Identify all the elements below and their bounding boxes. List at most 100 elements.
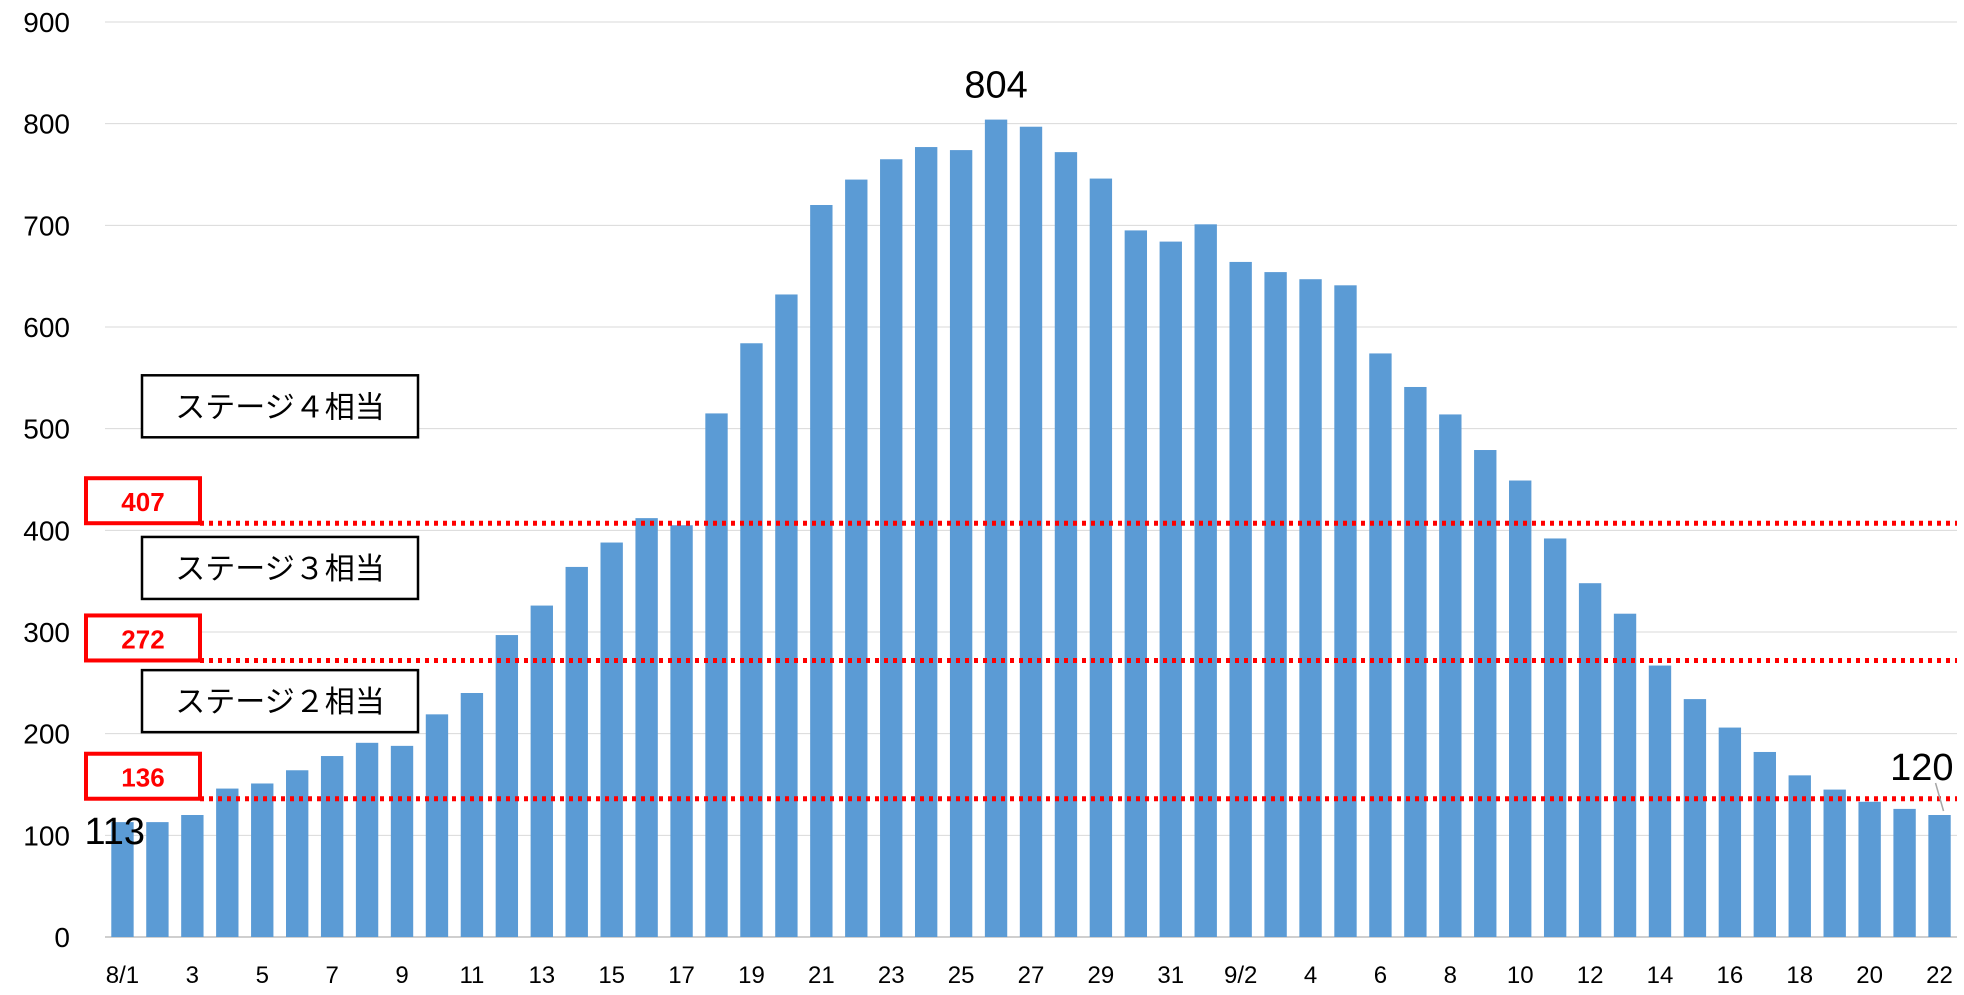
- bar: [1474, 450, 1497, 937]
- bar: [216, 788, 239, 937]
- y-tick-label: 600: [23, 312, 70, 343]
- x-tick-label: 8: [1444, 962, 1457, 989]
- bar: [635, 518, 658, 937]
- x-tick-label: 17: [668, 962, 695, 989]
- threshold-lines: 407 272 136: [84, 476, 1957, 802]
- bar: [251, 783, 274, 937]
- bar: [1264, 272, 1287, 938]
- threshold-label-box: [84, 476, 202, 526]
- bar: [880, 159, 903, 937]
- x-tick-label: 10: [1507, 962, 1534, 989]
- bar: [670, 525, 693, 937]
- bar: [740, 343, 763, 937]
- x-tick-label: 6: [1374, 962, 1387, 989]
- x-tick-label: 12: [1577, 962, 1604, 989]
- bar: [1648, 665, 1672, 937]
- bar: [1439, 414, 1462, 937]
- bar: [390, 745, 414, 937]
- bar: [181, 815, 204, 937]
- bar: [1299, 279, 1322, 937]
- bar: [1089, 178, 1113, 938]
- bar: [775, 294, 798, 937]
- x-tick-label: 31: [1157, 962, 1184, 989]
- y-tick-label: 300: [23, 617, 70, 648]
- threshold-label-box: [84, 751, 202, 801]
- stage-box: [140, 535, 420, 601]
- bar: [1159, 241, 1182, 938]
- bar: [1718, 727, 1742, 937]
- x-tick-label: 19: [738, 962, 765, 989]
- x-tick-label: 4: [1304, 962, 1317, 989]
- bar: [1613, 613, 1637, 937]
- y-tick-label: 800: [23, 109, 70, 140]
- bar: [460, 693, 484, 937]
- bar: [1578, 583, 1602, 937]
- x-tick-label: 16: [1717, 962, 1744, 989]
- y-tick-label: 400: [23, 515, 70, 546]
- bar: [1194, 224, 1217, 938]
- data-label: 113: [84, 811, 145, 853]
- bar: [1229, 261, 1252, 937]
- bar: [984, 119, 1008, 938]
- stage-box: [140, 668, 420, 734]
- bar: [1928, 815, 1951, 937]
- bar: [845, 179, 868, 938]
- x-tick-label: 22: [1926, 962, 1953, 989]
- bar: [1823, 789, 1846, 937]
- y-tick-label: 200: [23, 719, 70, 750]
- y-axis-tick-labels: 0 100 200 300 400 500 600 700 800 900: [23, 7, 70, 953]
- bar: [146, 822, 169, 937]
- bar: [530, 605, 553, 937]
- bar: [111, 822, 134, 937]
- x-tick-label: 23: [878, 962, 905, 989]
- x-tick-label: 9: [395, 962, 408, 989]
- y-tick-label: 100: [23, 820, 70, 851]
- stage-box-label: ステージ４相当: [175, 391, 384, 424]
- x-tick-label: 9/2: [1224, 962, 1257, 989]
- bars: [111, 119, 1951, 938]
- bar: [425, 714, 449, 937]
- y-tick-label: 0: [54, 922, 70, 953]
- x-tick-label: 13: [528, 962, 555, 989]
- data-label: 804: [964, 65, 1027, 107]
- bar: [495, 635, 519, 937]
- x-tick-label: 7: [325, 962, 338, 989]
- x-tick-label: 3: [186, 962, 199, 989]
- threshold-label-box: [84, 613, 202, 663]
- bar: [1893, 808, 1916, 937]
- bar: [600, 542, 623, 937]
- x-tick-label: 11: [459, 962, 484, 989]
- bar: [1788, 775, 1811, 937]
- x-tick-label: 29: [1088, 962, 1115, 989]
- bar: [286, 770, 309, 937]
- bar: [1509, 480, 1532, 937]
- y-tick-label: 900: [23, 7, 70, 38]
- bar: [1334, 285, 1357, 938]
- x-tick-label: 5: [256, 962, 269, 989]
- bar: [1369, 353, 1392, 937]
- data-label-leader-line: [1934, 782, 1945, 812]
- bar: [1054, 152, 1078, 938]
- bar: [1124, 230, 1148, 937]
- stage-box-label: ステージ３相当: [175, 553, 384, 586]
- data-label: 120: [1890, 747, 1953, 789]
- bar: [705, 413, 728, 938]
- bar: [1858, 801, 1881, 937]
- bar: [810, 205, 833, 937]
- bar: [1019, 126, 1043, 937]
- x-tick-label: 8/1: [106, 962, 139, 989]
- bar: [1543, 538, 1567, 937]
- bar: [1753, 751, 1776, 937]
- x-tick-label: 18: [1786, 962, 1813, 989]
- bar: [565, 566, 588, 937]
- x-tick-label: 21: [808, 962, 835, 989]
- x-tick-label: 20: [1856, 962, 1883, 989]
- x-axis-tick-labels: 8/1 3 5 7 9 11 13 15 17 19 21 23 25 27 29 31 9/2 4 6 8 10 12 1…: [106, 962, 1953, 989]
- threshold-label: 407: [121, 487, 164, 517]
- threshold-label: 272: [121, 624, 164, 654]
- bar: [355, 742, 379, 937]
- y-tick-label: 700: [23, 210, 70, 241]
